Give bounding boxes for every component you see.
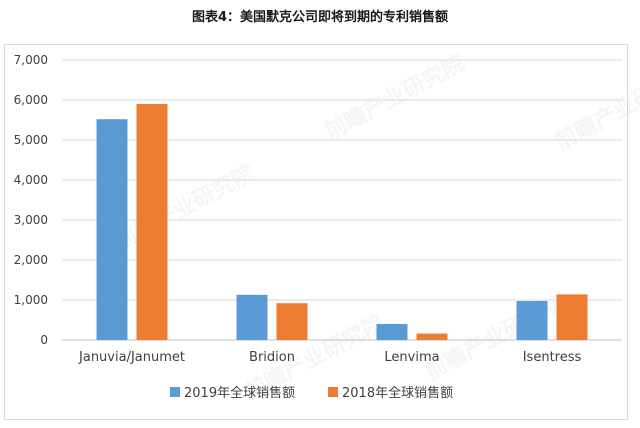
bar-2019 bbox=[376, 324, 408, 340]
y-tick-label: 0 bbox=[40, 333, 48, 347]
watermark-text: 前瞻产业研究院 bbox=[321, 50, 469, 145]
x-tick-label: Januvia/Janumet bbox=[78, 350, 185, 365]
chart-title: 图表4：美国默克公司即将到期的专利销售额 bbox=[191, 10, 449, 25]
y-tick-label: 2,000 bbox=[14, 253, 48, 267]
legend-label: 2019年全球销售额 bbox=[184, 385, 295, 401]
chart-frame bbox=[4, 44, 628, 420]
bar-2018 bbox=[556, 294, 588, 340]
legend-label: 2018年全球销售额 bbox=[342, 385, 453, 401]
x-tick-label: Lenvima bbox=[384, 350, 439, 365]
bar-2018 bbox=[276, 303, 308, 340]
y-tick-label: 1,000 bbox=[14, 293, 48, 307]
bar-2018 bbox=[136, 104, 168, 340]
x-tick-label: Isentress bbox=[523, 350, 582, 365]
y-tick-label: 6,000 bbox=[14, 93, 48, 107]
legend-swatch bbox=[170, 387, 180, 397]
bar-2019 bbox=[516, 301, 548, 340]
bar-2018 bbox=[416, 333, 448, 340]
legend-swatch bbox=[328, 387, 338, 397]
bar-2019 bbox=[236, 294, 268, 340]
x-tick-label: Bridion bbox=[249, 350, 295, 365]
watermark-text: 前瞻产业研究院 bbox=[111, 160, 259, 255]
watermark-text: 前瞻产业研究院 bbox=[551, 60, 640, 155]
y-tick-label: 4,000 bbox=[14, 173, 48, 187]
y-tick-label: 3,000 bbox=[14, 213, 48, 227]
y-tick-label: 5,000 bbox=[14, 133, 48, 147]
bar-2019 bbox=[96, 119, 128, 340]
y-tick-label: 7,000 bbox=[14, 53, 48, 67]
